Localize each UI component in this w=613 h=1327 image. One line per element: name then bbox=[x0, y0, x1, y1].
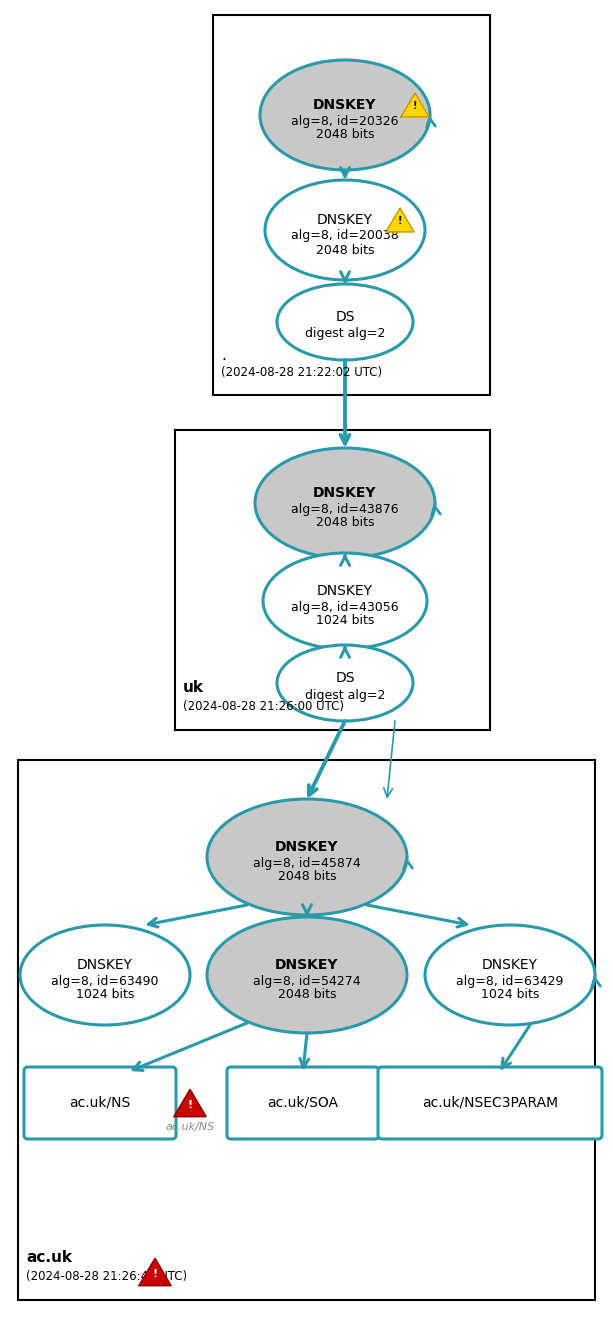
Text: DNSKEY: DNSKEY bbox=[313, 486, 377, 500]
Text: DNSKEY: DNSKEY bbox=[275, 958, 339, 971]
Polygon shape bbox=[139, 1258, 171, 1286]
Text: alg=8, id=20038: alg=8, id=20038 bbox=[291, 230, 399, 243]
FancyArrowPatch shape bbox=[367, 905, 466, 928]
FancyArrowPatch shape bbox=[432, 503, 440, 516]
FancyArrowPatch shape bbox=[341, 167, 349, 176]
Text: 2048 bits: 2048 bits bbox=[278, 989, 337, 1002]
Text: (2024-08-28 21:22:02 UTC): (2024-08-28 21:22:02 UTC) bbox=[221, 366, 382, 380]
FancyBboxPatch shape bbox=[227, 1067, 379, 1139]
Ellipse shape bbox=[207, 917, 407, 1032]
Ellipse shape bbox=[265, 180, 425, 280]
Text: uk: uk bbox=[183, 679, 204, 695]
Text: DNSKEY: DNSKEY bbox=[317, 214, 373, 227]
Text: 1024 bits: 1024 bits bbox=[76, 989, 134, 1002]
Text: ac.uk/NSEC3PARAM: ac.uk/NSEC3PARAM bbox=[422, 1096, 558, 1109]
Bar bbox=[18, 760, 595, 1300]
Text: alg=8, id=43876: alg=8, id=43876 bbox=[291, 503, 399, 515]
Text: ac.uk/SOA: ac.uk/SOA bbox=[267, 1096, 338, 1109]
FancyArrowPatch shape bbox=[592, 975, 600, 987]
FancyArrowPatch shape bbox=[133, 1023, 247, 1071]
FancyArrowPatch shape bbox=[341, 556, 349, 565]
Text: 2048 bits: 2048 bits bbox=[316, 243, 375, 256]
Text: alg=8, id=54274: alg=8, id=54274 bbox=[253, 974, 361, 987]
Text: !: ! bbox=[188, 1100, 192, 1109]
Text: !: ! bbox=[398, 216, 402, 227]
FancyArrowPatch shape bbox=[341, 272, 349, 281]
FancyBboxPatch shape bbox=[378, 1067, 602, 1139]
FancyArrowPatch shape bbox=[384, 721, 395, 798]
Ellipse shape bbox=[425, 925, 595, 1024]
Text: 2048 bits: 2048 bits bbox=[316, 516, 375, 529]
Text: .: . bbox=[221, 348, 226, 364]
Text: !: ! bbox=[153, 1269, 158, 1279]
Text: ac.uk/NS: ac.uk/NS bbox=[166, 1123, 215, 1132]
Ellipse shape bbox=[20, 925, 190, 1024]
Text: digest alg=2: digest alg=2 bbox=[305, 328, 385, 341]
FancyArrowPatch shape bbox=[303, 905, 311, 916]
FancyArrowPatch shape bbox=[341, 648, 349, 657]
Text: DNSKEY: DNSKEY bbox=[482, 958, 538, 971]
Text: digest alg=2: digest alg=2 bbox=[305, 689, 385, 702]
Text: DNSKEY: DNSKEY bbox=[317, 584, 373, 598]
FancyBboxPatch shape bbox=[24, 1067, 176, 1139]
FancyArrowPatch shape bbox=[148, 905, 247, 928]
Text: DNSKEY: DNSKEY bbox=[77, 958, 133, 971]
Text: (2024-08-28 21:26:43 UTC): (2024-08-28 21:26:43 UTC) bbox=[26, 1270, 187, 1283]
Ellipse shape bbox=[255, 449, 435, 557]
Ellipse shape bbox=[207, 799, 407, 916]
Text: !: ! bbox=[413, 101, 417, 111]
Text: alg=8, id=63490: alg=8, id=63490 bbox=[51, 974, 159, 987]
Text: 1024 bits: 1024 bits bbox=[316, 614, 374, 628]
Text: DNSKEY: DNSKEY bbox=[313, 98, 377, 111]
Text: DS: DS bbox=[335, 671, 355, 685]
Text: ac.uk: ac.uk bbox=[26, 1250, 72, 1265]
Ellipse shape bbox=[277, 645, 413, 721]
Polygon shape bbox=[401, 93, 429, 117]
Polygon shape bbox=[174, 1089, 206, 1116]
FancyArrowPatch shape bbox=[403, 857, 413, 869]
Text: 2048 bits: 2048 bits bbox=[278, 871, 337, 884]
Text: 2048 bits: 2048 bits bbox=[316, 129, 375, 142]
Ellipse shape bbox=[277, 284, 413, 360]
Bar bbox=[213, 15, 490, 395]
Text: ac.uk/NS: ac.uk/NS bbox=[69, 1096, 131, 1109]
FancyArrowPatch shape bbox=[341, 360, 349, 443]
FancyArrowPatch shape bbox=[309, 721, 345, 795]
Text: DS: DS bbox=[335, 311, 355, 324]
Polygon shape bbox=[386, 208, 414, 232]
FancyArrowPatch shape bbox=[300, 1032, 309, 1068]
Text: alg=8, id=63429: alg=8, id=63429 bbox=[456, 974, 564, 987]
Text: 1024 bits: 1024 bits bbox=[481, 989, 539, 1002]
Bar bbox=[175, 430, 490, 730]
Ellipse shape bbox=[260, 60, 430, 170]
Text: (2024-08-28 21:26:00 UTC): (2024-08-28 21:26:00 UTC) bbox=[183, 701, 344, 713]
Text: alg=8, id=20326: alg=8, id=20326 bbox=[291, 114, 398, 127]
FancyArrowPatch shape bbox=[427, 115, 435, 127]
Ellipse shape bbox=[263, 553, 427, 649]
Text: DNSKEY: DNSKEY bbox=[275, 840, 339, 855]
Text: alg=8, id=45874: alg=8, id=45874 bbox=[253, 856, 361, 869]
FancyArrowPatch shape bbox=[502, 1024, 530, 1068]
Text: alg=8, id=43056: alg=8, id=43056 bbox=[291, 601, 399, 613]
